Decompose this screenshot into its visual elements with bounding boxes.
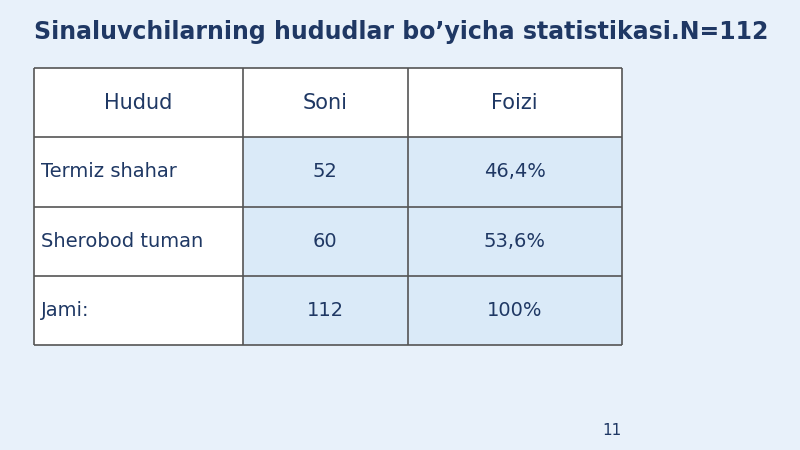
Bar bbox=[243, 276, 407, 345]
Text: Hudud: Hudud bbox=[105, 93, 173, 112]
Text: Termiz shahar: Termiz shahar bbox=[41, 162, 177, 181]
Text: 52: 52 bbox=[313, 162, 338, 181]
Bar bbox=[407, 68, 622, 137]
Text: Sinaluvchilarning hududlar bo’yicha statistikasi.N=112: Sinaluvchilarning hududlar bo’yicha stat… bbox=[34, 20, 769, 44]
Text: 46,4%: 46,4% bbox=[484, 162, 546, 181]
Bar bbox=[34, 68, 243, 137]
Bar bbox=[407, 207, 622, 276]
Bar bbox=[243, 68, 407, 137]
Text: Jami:: Jami: bbox=[41, 301, 90, 320]
Text: Foizi: Foizi bbox=[491, 93, 538, 112]
Text: 53,6%: 53,6% bbox=[484, 232, 546, 251]
Text: 60: 60 bbox=[313, 232, 338, 251]
Bar bbox=[243, 137, 407, 207]
Bar bbox=[407, 276, 622, 345]
Bar bbox=[34, 207, 243, 276]
Bar bbox=[34, 276, 243, 345]
Text: 11: 11 bbox=[603, 423, 622, 438]
Bar bbox=[243, 207, 407, 276]
Text: 100%: 100% bbox=[487, 301, 542, 320]
Text: Sherobod tuman: Sherobod tuman bbox=[41, 232, 203, 251]
Bar bbox=[34, 137, 243, 207]
Text: 112: 112 bbox=[306, 301, 344, 320]
Bar bbox=[407, 137, 622, 207]
Text: Soni: Soni bbox=[302, 93, 348, 112]
